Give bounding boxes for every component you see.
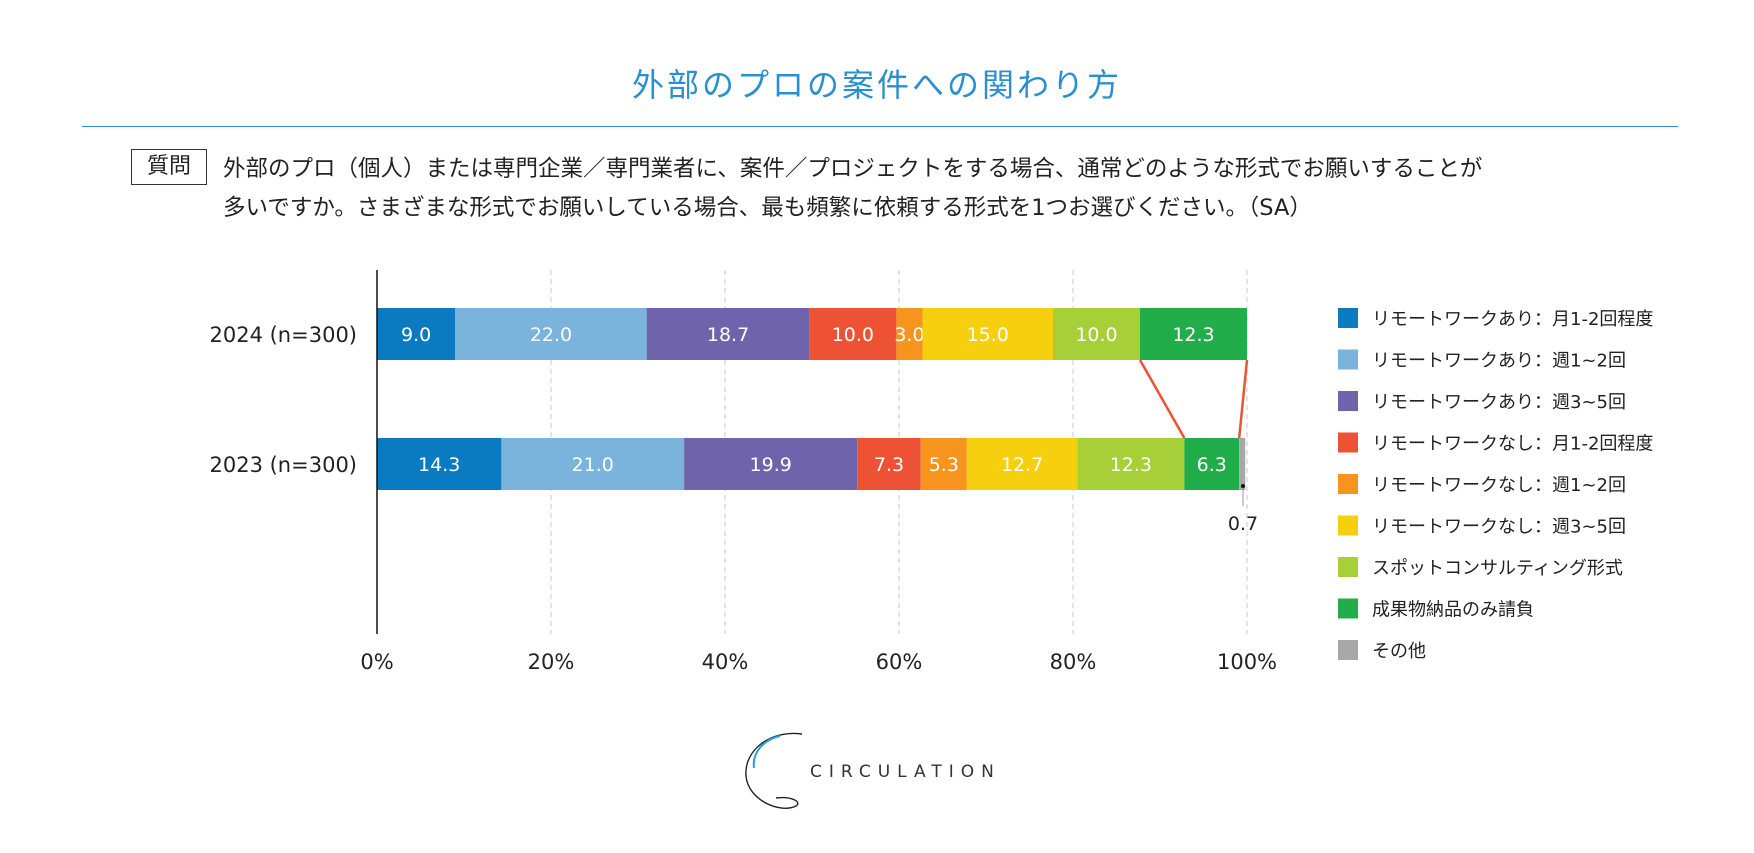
bar-segment (896, 308, 923, 360)
stacked-bar-chart: 0% 20% 40% 60% 80% 100% 2024 (n=300) 2023 (n=30… (210, 270, 1653, 674)
legend-label: リモートワークあり：週3~5回 (1372, 392, 1626, 413)
bar-value-label: 15.0 (967, 324, 1009, 346)
legend-swatch (1338, 474, 1358, 494)
x-tick-label: 0% (360, 650, 393, 674)
bar-segment (646, 308, 810, 360)
bar-value-label: 21.0 (572, 454, 614, 476)
legend-label: リモートワークなし：週3~5回 (1372, 517, 1626, 538)
legend-label: 成果物納品のみ請負 (1372, 600, 1534, 621)
x-tick-label: 20% (528, 650, 575, 674)
legend-label: その他 (1372, 641, 1426, 662)
legend-swatch (1338, 640, 1358, 660)
question-label: 質問 (131, 149, 207, 185)
bar-value-label: 12.3 (1172, 324, 1214, 346)
question-line-1: 外部のプロ（個人）または専門企業／専門業者に、案件／プロジェクトをする場合、通常… (223, 156, 1483, 182)
bar-value-label: 3.0 (894, 324, 924, 346)
bar-value-label: 10.0 (1075, 324, 1117, 346)
legend-swatch (1338, 515, 1358, 536)
x-tick-label: 60% (876, 650, 923, 674)
title-divider (82, 126, 1678, 127)
bar-segment (922, 308, 1053, 360)
bar-segment (809, 308, 897, 360)
connector-line (1138, 359, 1186, 439)
bar-segment (377, 438, 502, 490)
connector-line (1237, 359, 1249, 439)
annotation-label: 0.7 (1228, 513, 1258, 535)
legend-swatch (1338, 349, 1358, 370)
bar-value-label: 12.7 (1001, 454, 1043, 476)
bar-segment (966, 438, 1078, 490)
bar-value-label: 5.3 (929, 454, 959, 476)
bar-value-label: 19.9 (750, 454, 792, 476)
bar-segment (1239, 438, 1246, 490)
legend-swatch (1338, 308, 1358, 328)
page-title: 外部のプロの案件への関わり方 (631, 66, 1122, 104)
legend-label: スポットコンサルティング形式 (1372, 558, 1623, 579)
bar-value-label: 10.0 (832, 324, 874, 346)
bar-value-label: 22.0 (530, 324, 572, 346)
bar-segment (857, 438, 921, 490)
x-tick-label: 40% (702, 650, 749, 674)
bar-value-label: 6.3 (1197, 454, 1227, 476)
bar-segment (1077, 438, 1185, 490)
category-label: 2024 (n=300) (210, 323, 358, 347)
legend-swatch (1338, 391, 1358, 411)
bar-segment (1052, 308, 1140, 360)
logo-text: CIRCULATION (810, 762, 1001, 782)
legend-swatch (1338, 557, 1358, 577)
bar-segment (455, 308, 647, 360)
circulation-logo-icon (745, 732, 803, 809)
annotation-dot (1241, 484, 1245, 488)
bar-segment (920, 438, 967, 490)
bar-value-label: 12.3 (1110, 454, 1152, 476)
bar-segment (501, 438, 685, 490)
bar-value-label: 9.0 (401, 324, 431, 346)
x-tick-label: 80% (1050, 650, 1097, 674)
question-text: 外部のプロ（個人）または専門企業／専門業者に、案件／プロジェクトをする場合、通常… (223, 150, 1643, 228)
legend-label: リモートワークあり：週1~2回 (1372, 351, 1626, 372)
bar-segment (1184, 438, 1240, 490)
bar-segment (684, 438, 858, 490)
bar-value-label: 14.3 (418, 454, 460, 476)
legend-label: リモートワークなし：月1-2回程度 (1372, 434, 1653, 455)
bar-value-label: 18.7 (707, 324, 749, 346)
bar-value-label: 7.3 (874, 454, 904, 476)
question-line-2: 多いですか。さまざまな形式でお願いしている場合、最も頻繁に依頼する形式を1つお選… (223, 195, 1312, 221)
legend-label: リモートワークなし：週1~2回 (1372, 475, 1626, 496)
category-label: 2023 (n=300) (210, 453, 358, 477)
x-tick-label: 100% (1217, 650, 1277, 674)
bar-segment (1139, 308, 1247, 360)
bar-segment (377, 308, 456, 360)
legend-swatch (1338, 432, 1358, 453)
legend-swatch (1338, 598, 1358, 619)
legend-label: リモートワークあり：月1-2回程度 (1372, 309, 1653, 330)
